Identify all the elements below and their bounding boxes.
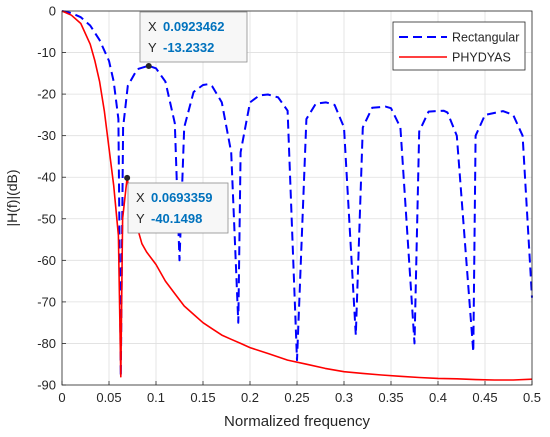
datatip-x-value: 0.0923462: [163, 19, 224, 34]
legend-box: [392, 21, 526, 71]
y-tick-label: -30: [37, 128, 56, 143]
x-tick-label: 0.05: [96, 390, 121, 405]
axes-box: [61, 10, 533, 386]
y-axis-ticks: 0 -10 -20 -30 -40 -50 -60 -70 -80 -90: [37, 4, 66, 393]
x-tick-label: 0.25: [284, 390, 309, 405]
datatip-box[interactable]: [139, 11, 248, 63]
datatip-y-label: Y: [136, 211, 145, 226]
x-tick-label: 0.1: [147, 390, 165, 405]
y-tick-label: -40: [37, 170, 56, 185]
y-tick-label: -50: [37, 211, 56, 226]
legend[interactable]: Rectangular PHYDYAS: [392, 21, 526, 71]
y-tick-label: -80: [37, 336, 56, 351]
x-axis-ticks: 0 0.05 0.1 0.15 0.2 0.25 0.3 0.35 0.4 0.45 0.5: [58, 381, 541, 405]
y-axis-label: |H(f)|(dB): [4, 169, 20, 226]
series-lines: [61, 10, 533, 381]
x-tick-label: 0.4: [429, 390, 447, 405]
x-tick-label: 0.15: [190, 390, 215, 405]
y-tick-label: -90: [37, 378, 56, 393]
x-axis-label: Normalized frequency: [224, 413, 370, 430]
y-tick-label: -10: [37, 45, 56, 60]
x-tick-label: 0.2: [241, 390, 259, 405]
datatip-marker[interactable]: [145, 62, 152, 69]
datatip-marker[interactable]: [124, 174, 131, 181]
datatip-y-value: -13.2332: [163, 40, 214, 55]
x-tick-label: 0.35: [378, 390, 403, 405]
datatip-x-label: X: [136, 190, 145, 205]
legend-label-phydyas: PHYDYAS: [452, 51, 511, 65]
series-rectangular-line: [61, 10, 533, 378]
x-tick-label: 0.5: [523, 390, 541, 405]
datatip-box[interactable]: [127, 182, 229, 234]
y-tick-label: -20: [37, 87, 56, 102]
y-tick-label: -60: [37, 253, 56, 268]
datatip-y-value: -40.1498: [151, 211, 202, 226]
datatip-x-label: X: [148, 19, 157, 34]
series-phydyas-line: [61, 10, 533, 381]
y-tick-label: -70: [37, 294, 56, 309]
datatip-y-label: Y: [148, 40, 157, 55]
datatips: X 0.0923462 Y -13.2332 X 0.0693359 Y -40.1498: [124, 11, 248, 234]
y-tick-label: 0: [49, 4, 56, 19]
x-tick-label: 0: [58, 390, 65, 405]
x-tick-label: 0.3: [335, 390, 353, 405]
datatip-x-value: 0.0693359: [151, 190, 212, 205]
legend-label-rectangular: Rectangular: [452, 31, 519, 45]
x-tick-label: 0.45: [472, 390, 497, 405]
